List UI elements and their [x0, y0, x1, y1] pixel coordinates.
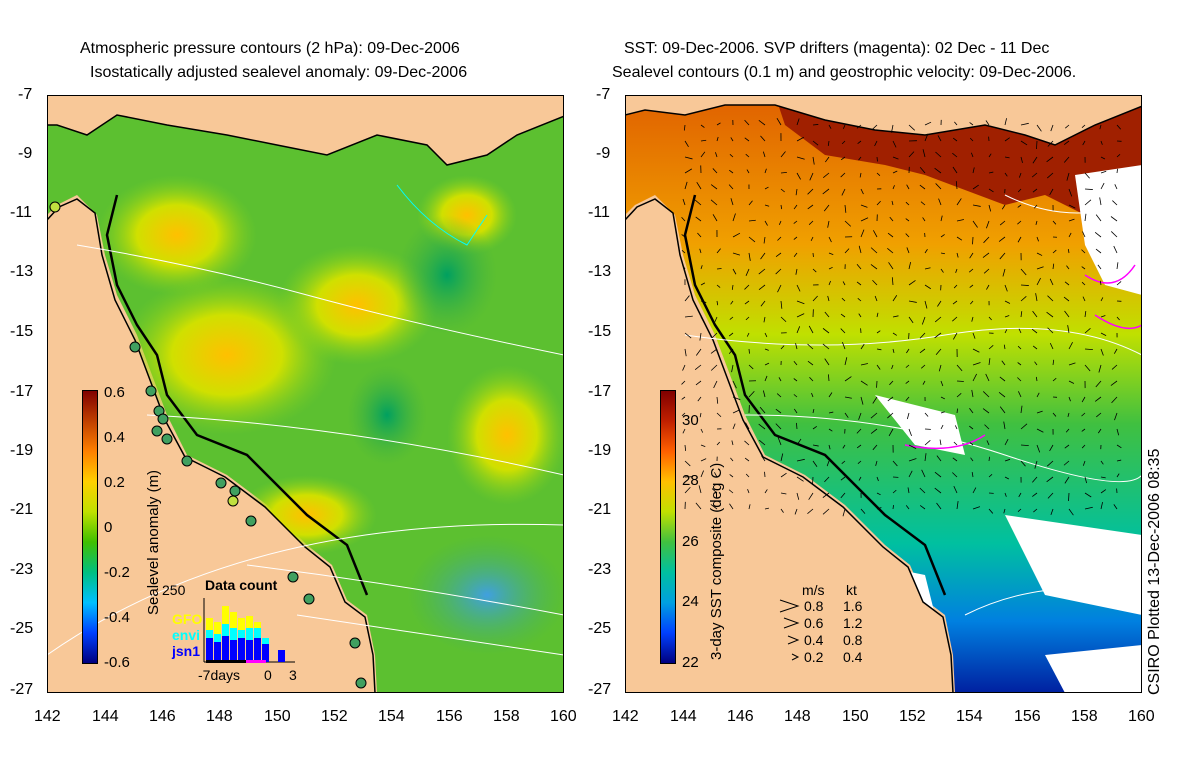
- right-colorbar-label: 3-day SST composite (deg C): [708, 462, 725, 660]
- right-xtick: 154: [956, 708, 983, 725]
- velocity-row-ms: 0.8: [804, 598, 824, 614]
- geostrophic-velocity-arrows: [681, 118, 1122, 517]
- legend-envi: envi: [172, 627, 201, 643]
- velocity-row-kt: 1.6: [843, 598, 863, 614]
- right-ytick: -15: [588, 323, 612, 340]
- right-ytick: -17: [588, 383, 612, 400]
- right-xtick: 160: [1128, 708, 1155, 725]
- right-xtick: 152: [899, 708, 926, 725]
- left-ytick: -21: [10, 501, 34, 518]
- right-xtick: 142: [612, 708, 639, 725]
- left-colorbar-tick: 0.6: [104, 384, 125, 401]
- left-ytick: -11: [10, 204, 32, 221]
- left-ytick: -25: [10, 620, 34, 637]
- left-title-line2: Isostatically adjusted sealevel anomaly:…: [90, 64, 468, 81]
- png-land: [47, 95, 564, 166]
- right-colorbar-tick: 22: [682, 654, 699, 671]
- data-count-xlabel-end: 3: [289, 667, 297, 683]
- velocity-header-ms: m/s: [802, 582, 825, 598]
- right-ytick: -19: [588, 442, 612, 459]
- data-count-bars: [203, 598, 295, 663]
- left-colorbar-tick: 0: [104, 519, 113, 536]
- left-ytick: -23: [10, 561, 34, 578]
- left-xtick: 144: [92, 708, 119, 725]
- data-count-ymax: 250: [162, 582, 186, 598]
- data-count-xlabel-start: -7days: [198, 667, 241, 683]
- sst-ocean: [625, 95, 1142, 693]
- left-colorbar: [82, 390, 98, 664]
- left-xtick: 142: [34, 708, 61, 725]
- left-xtick: 158: [493, 708, 520, 725]
- right-ytick: -21: [588, 501, 612, 518]
- right-ytick: -13: [588, 263, 612, 280]
- velocity-row-ms: 0.4: [804, 632, 824, 648]
- left-colorbar-tick: 0.2: [104, 474, 125, 491]
- left-ytick: -9: [18, 145, 33, 162]
- left-xtick: 160: [550, 708, 577, 725]
- left-xtick: 154: [378, 708, 405, 725]
- cloud-mask-5: [1045, 645, 1142, 693]
- velocity-row-kt: 1.2: [843, 615, 863, 631]
- left-ytick: -17: [10, 383, 34, 400]
- right-ytick: -25: [588, 620, 612, 637]
- right-colorbar-tick: 28: [682, 472, 699, 489]
- left-ytick: -7: [18, 86, 33, 103]
- right-ytick: -11: [588, 204, 610, 221]
- left-xtick: 146: [149, 708, 176, 725]
- right-colorbar-tick: 26: [682, 533, 699, 550]
- right-ytick: -9: [596, 145, 611, 162]
- velocity-arrow-samples: [779, 599, 800, 661]
- velocity-row-ms: 0.6: [804, 615, 824, 631]
- right-xtick: 148: [784, 708, 811, 725]
- left-colorbar-label: Sealevel anomaly (m): [145, 469, 162, 615]
- left-ytick: -13: [10, 263, 34, 280]
- left-xtick: 150: [264, 708, 291, 725]
- velocity-header-kt: kt: [846, 582, 857, 598]
- right-title-line2: Sealevel contours (0.1 m) and geostrophi…: [612, 64, 1077, 81]
- right-map-frame: [625, 95, 1142, 693]
- data-count-xlabel-zero: 0: [264, 667, 272, 683]
- left-ytick: -27: [10, 681, 34, 698]
- left-ytick: -15: [10, 323, 34, 340]
- left-ytick: -19: [10, 442, 34, 459]
- tide-gauge-markers: [49, 201, 367, 689]
- right-title-line1: SST: 09-Dec-2006. SVP drifters (magenta)…: [624, 40, 1050, 57]
- australia-land: [47, 198, 376, 693]
- legend-gfo: GFO: [172, 611, 203, 627]
- right-xtick: 158: [1071, 708, 1098, 725]
- left-colorbar-tick: -0.6: [104, 654, 130, 671]
- svp-drifter-tracks: [904, 264, 1142, 450]
- velocity-row-kt: 0.8: [843, 632, 863, 648]
- right-colorbar-tick: 30: [682, 412, 699, 429]
- sst-map: [625, 95, 1142, 693]
- legend-jsn1: jsn1: [172, 643, 201, 659]
- left-map-frame: [47, 95, 564, 693]
- left-xtick: 148: [206, 708, 233, 725]
- right-xtick: 156: [1014, 708, 1041, 725]
- left-colorbar-tick: -0.4: [104, 609, 130, 626]
- cloud-mask-2: [875, 395, 965, 455]
- data-count-title: Data count: [205, 577, 278, 593]
- left-map-panel: [47, 95, 564, 693]
- right-ytick: -23: [588, 561, 612, 578]
- left-xtick: 152: [321, 708, 348, 725]
- plot-credit: CSIRO Plotted 13-Dec-2006 08:35: [1146, 448, 1163, 695]
- right-ytick: -7: [596, 86, 611, 103]
- right-xtick: 144: [670, 708, 697, 725]
- right-map-panel: [625, 95, 1142, 693]
- cloud-mask-1: [1075, 165, 1142, 295]
- left-colorbar-tick: 0.4: [104, 429, 125, 446]
- left-colorbar-tick: -0.2: [104, 564, 130, 581]
- left-title-line1: Atmospheric pressure contours (2 hPa): 0…: [80, 40, 460, 57]
- left-xtick: 156: [436, 708, 463, 725]
- right-colorbar: [660, 390, 676, 664]
- right-colorbar-tick: 24: [682, 593, 699, 610]
- velocity-row-kt: 0.4: [843, 649, 863, 665]
- velocity-row-ms: 0.2: [804, 649, 824, 665]
- right-xtick: 150: [842, 708, 869, 725]
- right-xtick: 146: [727, 708, 754, 725]
- sealevel-anomaly-map: [47, 95, 564, 693]
- right-ytick: -27: [588, 681, 612, 698]
